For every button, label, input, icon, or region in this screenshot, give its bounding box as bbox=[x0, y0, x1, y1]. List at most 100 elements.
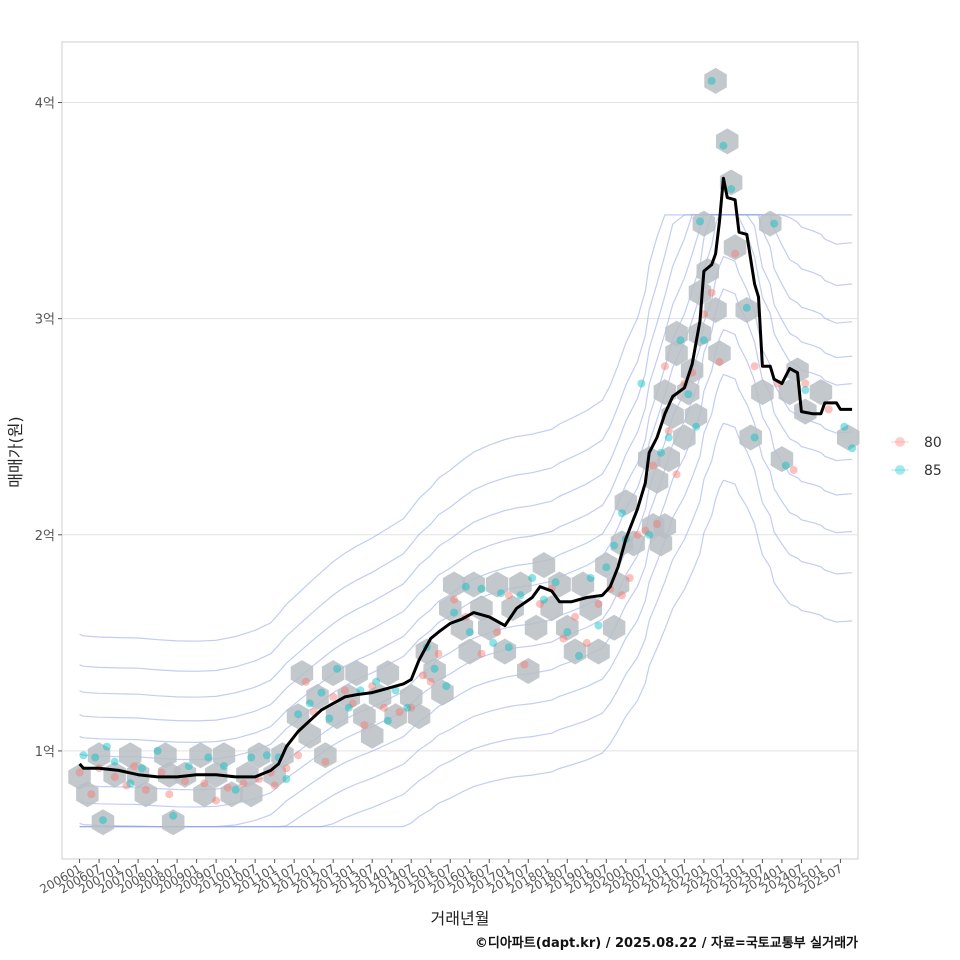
point-85-51 bbox=[645, 530, 654, 539]
point-85-45 bbox=[594, 621, 603, 630]
hex-bin-55 bbox=[540, 595, 563, 622]
point-80-32 bbox=[434, 649, 443, 658]
point-85-50 bbox=[637, 379, 646, 388]
hex-bin-76 bbox=[665, 340, 688, 367]
hex-bin-17 bbox=[236, 761, 259, 788]
point-80-28 bbox=[395, 708, 404, 716]
point-85-47 bbox=[610, 541, 619, 550]
point-80-65 bbox=[824, 405, 833, 414]
hex-bin-49 bbox=[493, 638, 517, 665]
point-85-27 bbox=[403, 703, 412, 712]
hex-bin-58 bbox=[563, 638, 587, 665]
hex-bin-100 bbox=[837, 424, 860, 451]
hex-bin-97 bbox=[786, 357, 809, 384]
trend-line bbox=[78, 176, 853, 779]
point-85-64 bbox=[770, 219, 779, 228]
hex-bin-12 bbox=[189, 742, 212, 769]
point-80-51 bbox=[653, 520, 661, 528]
point-85-26 bbox=[391, 686, 400, 695]
hex-bin-92 bbox=[739, 424, 762, 451]
hex-bin-22 bbox=[286, 703, 310, 730]
hex-bin-42 bbox=[442, 571, 466, 598]
hex-bin-51 bbox=[509, 571, 532, 598]
hex-bin-20 bbox=[263, 761, 286, 788]
hex-bin-37 bbox=[407, 703, 431, 730]
hex-bin-57 bbox=[556, 614, 579, 641]
point-85-1 bbox=[91, 753, 100, 762]
hex-bin-94 bbox=[758, 210, 782, 237]
point-80-46 bbox=[617, 591, 626, 600]
point-85-48 bbox=[617, 509, 626, 518]
y-tick-label-3: 4억 bbox=[35, 97, 55, 112]
hex-bin-16 bbox=[220, 781, 243, 808]
point-80-35 bbox=[477, 649, 486, 658]
point-80-13 bbox=[239, 779, 248, 788]
hex-bin-32 bbox=[360, 722, 384, 749]
point-80-58 bbox=[707, 288, 716, 297]
legend-label-80: 80 bbox=[924, 435, 942, 451]
hex-bin-83 bbox=[688, 320, 712, 347]
point-80-43 bbox=[582, 638, 591, 647]
point-80-22 bbox=[329, 692, 338, 701]
point-85-22 bbox=[344, 703, 353, 712]
point-85-46 bbox=[602, 563, 611, 572]
point-85-33 bbox=[465, 628, 474, 637]
hex-bin-35 bbox=[384, 703, 407, 730]
point-85-4 bbox=[110, 757, 119, 766]
point-85-62 bbox=[742, 303, 751, 312]
point-80-9 bbox=[180, 777, 189, 786]
hex-bin-40 bbox=[431, 679, 454, 706]
point-80-37 bbox=[504, 591, 513, 600]
point-80-21 bbox=[321, 757, 330, 766]
point-80-7 bbox=[157, 768, 166, 777]
hex-bin-87 bbox=[708, 340, 731, 367]
point-85-41 bbox=[551, 578, 560, 587]
point-80-4 bbox=[122, 781, 131, 790]
point-85-17 bbox=[294, 710, 303, 719]
point-80-12 bbox=[223, 783, 232, 792]
point-85-52 bbox=[657, 448, 665, 457]
point-85-32 bbox=[461, 582, 470, 591]
point-85-24 bbox=[372, 677, 381, 686]
point-80-18 bbox=[294, 751, 303, 760]
point-80-33 bbox=[450, 595, 459, 604]
point-80-23 bbox=[340, 686, 349, 695]
trend-line-group bbox=[78, 176, 853, 779]
point-80-8 bbox=[165, 790, 174, 799]
hex-bin-59 bbox=[571, 571, 595, 598]
point-85-38 bbox=[516, 591, 525, 600]
point-80-30 bbox=[418, 671, 427, 680]
point-85-7 bbox=[153, 746, 162, 755]
point-80-17 bbox=[282, 764, 291, 773]
point-80-24 bbox=[348, 699, 357, 708]
hex-bin-101 bbox=[704, 67, 727, 94]
y-axis-title: 매매가(원) bbox=[6, 416, 25, 487]
hex-bin-56 bbox=[548, 571, 571, 598]
point-85-44 bbox=[586, 574, 595, 582]
hex-bins bbox=[68, 67, 860, 836]
hex-bin-41 bbox=[439, 595, 462, 622]
point-85-6 bbox=[138, 764, 146, 773]
contour-2 bbox=[79, 373, 853, 828]
hex-bin-3 bbox=[91, 809, 115, 836]
point-85-30 bbox=[442, 682, 451, 691]
hex-bin-34 bbox=[376, 660, 400, 687]
point-85-21 bbox=[333, 664, 342, 673]
point-80-49 bbox=[641, 526, 650, 535]
legend: 80 85 bbox=[891, 435, 942, 479]
hex-bin-53 bbox=[524, 614, 548, 641]
point-80-6 bbox=[141, 785, 150, 794]
hex-bin-99 bbox=[809, 379, 833, 406]
y-tick-label-1: 2억 bbox=[35, 529, 55, 544]
hex-bin-18 bbox=[240, 781, 263, 808]
hex-bin-23 bbox=[290, 660, 314, 687]
y-axis-ticks: 1억 2억 3억 4억 bbox=[35, 97, 62, 760]
point-85-5 bbox=[126, 779, 135, 788]
point-85-3 bbox=[102, 742, 111, 751]
point-85-68 bbox=[848, 444, 857, 453]
point-80-60 bbox=[731, 249, 740, 258]
y-tick-label-2: 3억 bbox=[35, 313, 55, 328]
point-80-61 bbox=[750, 362, 759, 371]
x-axis-title: 거래년월 bbox=[431, 909, 490, 928]
